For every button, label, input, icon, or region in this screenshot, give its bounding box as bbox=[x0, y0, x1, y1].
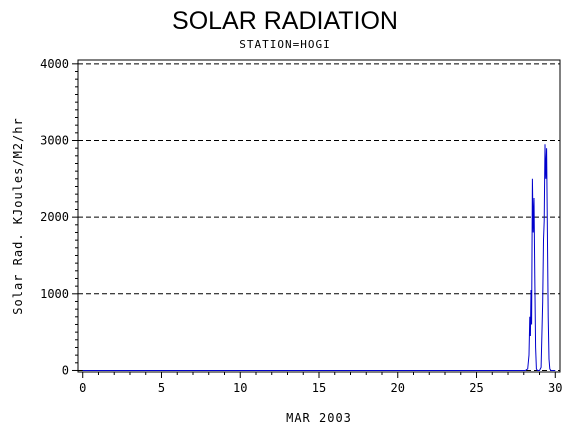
chart-subtitle: STATION=HOGI bbox=[239, 38, 330, 51]
x-tick-label-5: 5 bbox=[158, 381, 165, 395]
y-tick-label-2000: 2000 bbox=[40, 210, 69, 224]
series-line-0 bbox=[82, 144, 556, 371]
y-tick-label-0: 0 bbox=[62, 363, 69, 377]
x-tick-label-20: 20 bbox=[391, 381, 405, 395]
gridlines bbox=[78, 63, 560, 371]
x-tick-label-25: 25 bbox=[469, 381, 483, 395]
y-tick-label-3000: 3000 bbox=[40, 133, 69, 147]
chart-title: SOLAR RADIATION bbox=[172, 7, 398, 35]
x-tick-label-0: 0 bbox=[79, 381, 86, 395]
y-tick-label-1000: 1000 bbox=[40, 287, 69, 301]
x-tick-label-15: 15 bbox=[312, 381, 326, 395]
x-tick-label-30: 30 bbox=[548, 381, 562, 395]
y-axis-label: Solar Rad. KJoules/M2/hr bbox=[11, 117, 25, 314]
plot-frame bbox=[77, 59, 561, 373]
axis-ticks: 0 1000 2000 3000 4000 0 5 10 15 20 25 30 bbox=[40, 57, 562, 395]
y-tick-label-4000: 4000 bbox=[40, 57, 69, 71]
x-tick-label-10: 10 bbox=[233, 381, 247, 395]
x-axis-label: MAR 2003 bbox=[286, 411, 352, 425]
series-layer bbox=[82, 144, 556, 371]
